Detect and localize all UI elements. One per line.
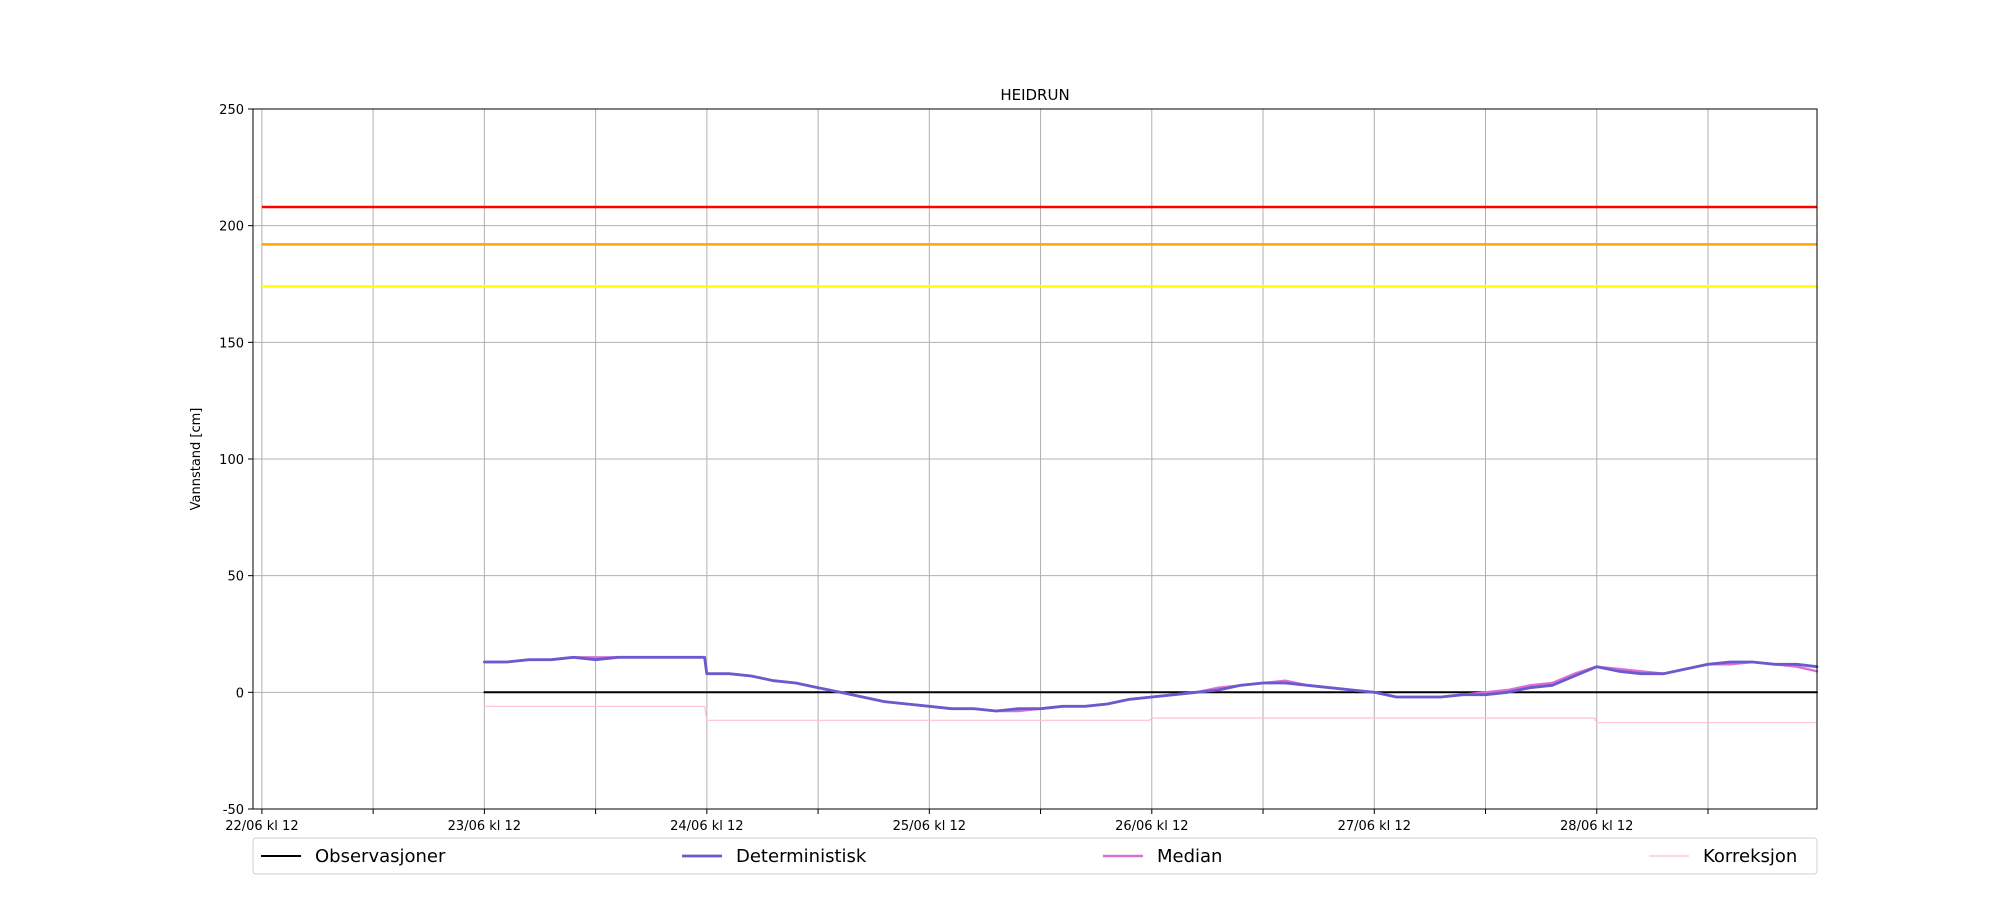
- y-axis-label: Vannstand [cm]: [189, 408, 204, 511]
- grid: [253, 108, 1817, 810]
- x-tick-label: 23/06 kl 12: [448, 819, 521, 834]
- legend-label: Deterministisk: [736, 846, 867, 867]
- x-axis: 22/06 kl 12 23/06 kl 12 24/06 kl 12 25/06 k…: [225, 809, 1709, 834]
- x-tick-label: 26/06 kl 12: [1115, 819, 1188, 834]
- y-tick-label: -50: [223, 803, 244, 818]
- x-tick-label: 25/06 kl 12: [893, 819, 966, 834]
- legend: Observasjoner Deterministisk Median Korreks…: [252, 837, 1818, 875]
- series-line-korreksjon: [483, 705, 1818, 724]
- series-line-median: [483, 656, 1819, 713]
- y-tick-label: 0: [236, 686, 244, 701]
- y-tick-label: 150: [219, 336, 244, 351]
- y-tick-label: 50: [227, 570, 244, 585]
- y-tick-label: 200: [219, 220, 244, 235]
- threshold-lines: [261, 205, 1817, 288]
- legend-box: [252, 837, 1818, 875]
- x-tick-label: 28/06 kl 12: [1560, 819, 1633, 834]
- y-tick-label: 100: [219, 453, 244, 468]
- legend-label: Median: [1157, 846, 1222, 867]
- x-tick-label: 24/06 kl 12: [670, 819, 743, 834]
- y-axis: -50 0 50 100 150 200 250: [219, 103, 253, 818]
- legend-label: Korreksjon: [1703, 846, 1797, 867]
- series-line-deterministisk: [482, 655, 1819, 713]
- series: [482, 655, 1819, 724]
- y-tick-label: 250: [219, 103, 244, 118]
- x-tick-label: 27/06 kl 12: [1338, 819, 1411, 834]
- chart-title: HEIDRUN: [1000, 86, 1069, 104]
- x-tick-label: 22/06 kl 12: [225, 819, 298, 834]
- legend-label: Observasjoner: [315, 846, 446, 867]
